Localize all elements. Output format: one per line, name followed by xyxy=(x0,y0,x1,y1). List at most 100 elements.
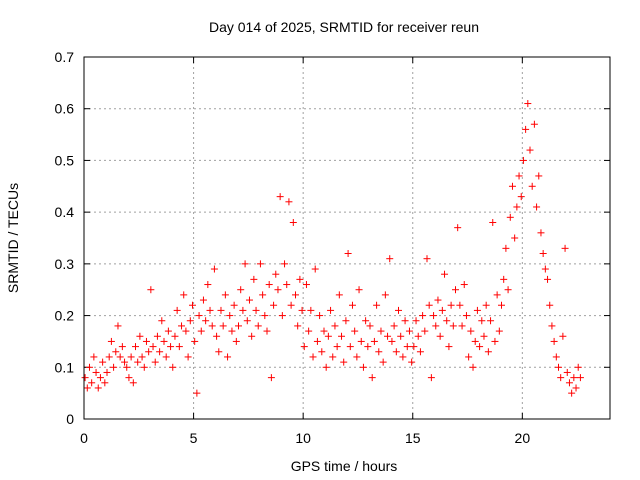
data-point xyxy=(533,203,541,211)
data-point xyxy=(217,306,225,314)
data-point xyxy=(563,368,571,376)
data-point xyxy=(480,332,488,340)
data-point xyxy=(112,348,120,356)
data-point xyxy=(403,343,411,351)
data-point xyxy=(182,327,190,335)
y-axis-label: SRMTID / TECUs xyxy=(5,183,21,293)
data-point xyxy=(482,301,490,309)
data-point xyxy=(364,343,372,351)
data-point xyxy=(458,322,466,330)
data-point xyxy=(392,348,400,356)
data-point xyxy=(568,389,576,397)
data-point xyxy=(164,327,172,335)
data-point xyxy=(147,286,155,294)
data-point xyxy=(85,363,93,371)
data-point xyxy=(320,327,328,335)
data-point xyxy=(335,291,343,299)
data-point xyxy=(221,291,229,299)
data-point xyxy=(368,374,376,382)
data-point xyxy=(191,337,199,345)
data-point xyxy=(103,368,111,376)
data-point xyxy=(530,120,538,128)
data-point xyxy=(129,379,137,387)
data-point xyxy=(127,353,135,361)
data-point xyxy=(114,322,122,330)
data-point xyxy=(427,374,435,382)
data-point xyxy=(467,327,475,335)
data-point xyxy=(213,332,221,340)
data-point xyxy=(274,286,282,294)
data-point xyxy=(384,332,392,340)
data-point xyxy=(432,322,440,330)
data-point xyxy=(121,358,129,366)
data-point xyxy=(256,260,264,268)
data-point xyxy=(151,358,159,366)
data-point xyxy=(206,306,214,314)
data-point xyxy=(331,322,339,330)
data-point xyxy=(300,343,308,351)
data-point xyxy=(379,358,387,366)
data-point xyxy=(232,337,240,345)
data-point xyxy=(487,317,495,325)
data-point xyxy=(92,368,100,376)
x-axis-label: GPS time / hours xyxy=(291,458,398,474)
y-tick-label: 0.4 xyxy=(55,204,75,220)
data-point xyxy=(449,322,457,330)
data-point xyxy=(265,281,273,289)
data-point xyxy=(197,327,205,335)
data-point xyxy=(462,312,470,320)
data-point xyxy=(311,265,319,273)
data-point xyxy=(195,312,203,320)
grid xyxy=(84,57,610,419)
data-point xyxy=(500,275,508,283)
data-point xyxy=(513,203,521,211)
data-point xyxy=(153,332,161,340)
y-tick-label: 0.7 xyxy=(55,49,75,65)
data-point xyxy=(267,374,275,382)
x-tick-label: 5 xyxy=(190,430,198,446)
data-point xyxy=(136,332,144,340)
data-point xyxy=(94,384,102,392)
data-point xyxy=(81,374,89,382)
plot-frame xyxy=(83,56,611,420)
data-point xyxy=(99,358,107,366)
data-point xyxy=(210,265,218,273)
data-point xyxy=(574,363,582,371)
data-point xyxy=(502,244,510,252)
data-point xyxy=(511,234,519,242)
data-point xyxy=(294,322,302,330)
data-point xyxy=(557,374,565,382)
data-point xyxy=(270,301,278,309)
y-tick-label: 0.6 xyxy=(55,101,75,117)
data-point xyxy=(241,260,249,268)
data-point xyxy=(224,353,232,361)
data-point xyxy=(289,218,297,226)
data-point xyxy=(397,332,405,340)
data-point xyxy=(498,301,506,309)
data-point xyxy=(219,322,227,330)
data-point xyxy=(245,296,253,304)
data-point xyxy=(254,322,262,330)
data-point xyxy=(489,218,497,226)
data-point xyxy=(309,353,317,361)
data-point xyxy=(278,312,286,320)
data-point xyxy=(324,332,332,340)
data-point xyxy=(83,384,91,392)
data-point xyxy=(156,348,164,356)
data-point xyxy=(495,327,503,335)
data-point xyxy=(169,363,177,371)
y-tick-label: 0.2 xyxy=(55,308,75,324)
data-point xyxy=(285,198,293,206)
data-point xyxy=(395,306,403,314)
data-point xyxy=(346,343,354,351)
data-point xyxy=(377,327,385,335)
data-point xyxy=(118,343,126,351)
data-point xyxy=(125,374,133,382)
data-point xyxy=(348,301,356,309)
data-point xyxy=(386,255,394,263)
data-point xyxy=(132,343,140,351)
data-point xyxy=(204,281,212,289)
data-point xyxy=(535,172,543,180)
data-point xyxy=(515,172,523,180)
